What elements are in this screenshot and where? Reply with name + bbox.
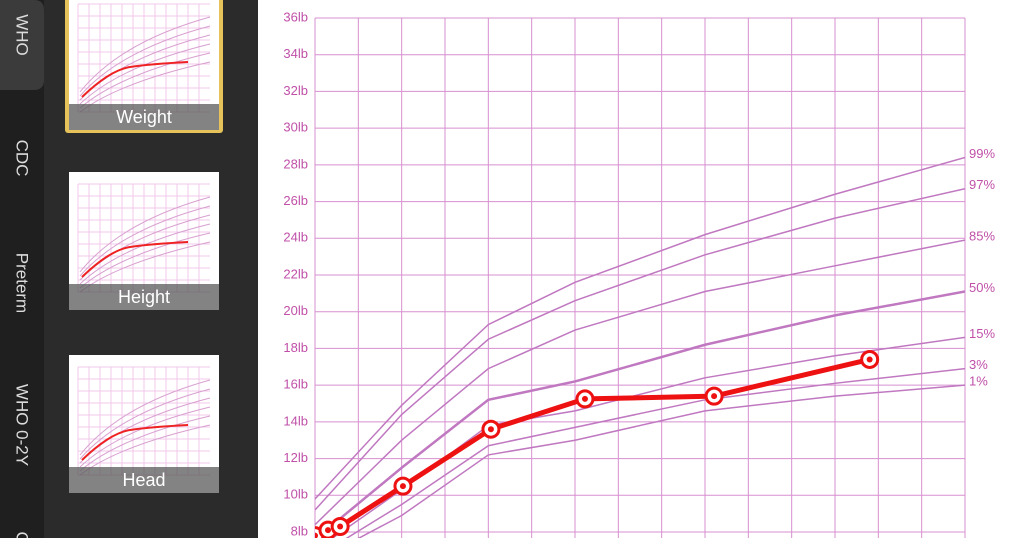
point-dot (325, 527, 331, 534)
thumbnail-line (81, 424, 189, 461)
thumbnail-curve (79, 52, 211, 109)
tab-label[interactable]: WHO (13, 14, 32, 56)
y-tick-label: 30lb (283, 120, 308, 135)
thumbnail-label-bar (69, 467, 219, 493)
plot-area (315, 156, 965, 538)
thumbnail-curve (79, 379, 211, 456)
percentile-label: 15% (969, 326, 995, 341)
percentile-label: 1% (969, 374, 988, 389)
point-dot (866, 356, 873, 363)
tab-label[interactable]: WHO 0-2Y (13, 384, 32, 466)
y-tick-label: 10lb (283, 487, 308, 502)
y-tick-label: 20lb (283, 303, 308, 318)
percentile-label: 97% (969, 177, 995, 192)
y-tick-label: 16lb (283, 377, 308, 392)
point-dot (581, 395, 588, 402)
y-tick-label: 24lb (283, 230, 308, 245)
y-tick-label: 32lb (283, 83, 308, 98)
percentile-label: 85% (969, 229, 995, 244)
measurement-point[interactable] (330, 516, 350, 536)
y-tick-label: 12lb (283, 450, 308, 465)
point-dot (711, 393, 718, 400)
percentile-curve (315, 239, 965, 526)
thumbnail-curve (79, 388, 211, 460)
y-tick-label: 8lb (291, 523, 308, 538)
thumbnail-curve (79, 223, 211, 285)
measurement-point[interactable] (481, 419, 501, 439)
y-tick-label: 26lb (283, 193, 308, 208)
percentile-label: 3% (969, 357, 988, 372)
thumbnail-curve (79, 25, 211, 97)
measurement-point[interactable] (393, 476, 413, 496)
y-tick-label: 22lb (283, 266, 308, 281)
chart-panel (258, 0, 1024, 538)
thumbnail-curve (79, 232, 211, 289)
y-tick-label: 18lb (283, 340, 308, 355)
thumbnail-label: Height (118, 287, 170, 307)
thumbnail[interactable]: Height (69, 172, 219, 310)
measurement-point[interactable] (575, 389, 595, 409)
thumbnail-label-bar (69, 104, 219, 130)
thumbnail-label-bar (69, 284, 219, 310)
thumbnail[interactable]: Head (69, 355, 219, 493)
thumbnail[interactable]: Weight (65, 0, 223, 133)
measurement-point[interactable] (860, 349, 880, 369)
y-tick-label: 34lb (283, 46, 308, 61)
tab-label[interactable]: Preterm (13, 253, 32, 313)
thumbnail-label: Head (122, 470, 165, 490)
y-tick-label: 28lb (283, 156, 308, 171)
percentile-curve (315, 187, 965, 511)
measurement-point[interactable] (704, 386, 724, 406)
point-dot (487, 426, 494, 433)
thumbnail-curve (79, 16, 211, 93)
thumbnail-line (81, 241, 189, 278)
tab-label[interactable]: CI (13, 532, 32, 538)
y-tick-label: 14lb (283, 413, 308, 428)
percentile-curve (315, 290, 965, 538)
thumbnail-curve (79, 406, 211, 468)
y-tick-label: 36lb (283, 9, 308, 24)
point-dot (315, 532, 318, 538)
percentile-curve (315, 156, 965, 500)
tab-label[interactable]: CDC (13, 140, 32, 177)
point-dot (337, 523, 344, 530)
thumbnail-curve (79, 196, 211, 273)
thumbnail-curve (79, 43, 211, 105)
point-dot (399, 483, 406, 490)
thumbnail-line (81, 61, 189, 98)
percentile-label: 50% (969, 280, 995, 295)
percentile-curve (345, 367, 965, 538)
thumbnail-label: Weight (116, 107, 172, 127)
percentile-label: 99% (969, 146, 995, 161)
percentile-curve (357, 384, 965, 538)
thumbnail-curve (79, 415, 211, 472)
thumbnail-curve (79, 205, 211, 277)
selected-tab (0, 0, 44, 90)
